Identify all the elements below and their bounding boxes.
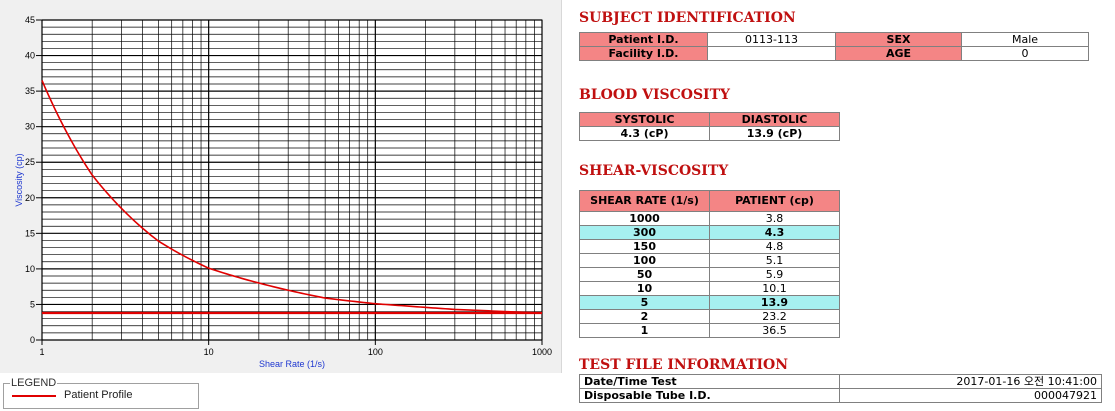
facility-id-value [707, 46, 836, 61]
legend-swatch-patient-profile [12, 395, 56, 397]
x-tick-label: 1000 [532, 347, 552, 357]
facility-id-label: Facility I.D. [579, 46, 708, 61]
patient-cp-cell: 23.2 [709, 309, 840, 324]
shear-viscosity-table: SHEAR RATE (1/s) PATIENT (cp) 1000 3.8 30… [579, 190, 840, 338]
patient-id-value: 0113-113 [707, 32, 836, 47]
x-tick-label: 10 [204, 347, 214, 357]
systolic-value: 4.3 (cP) [579, 126, 710, 141]
shear-rate-cell: 100 [579, 253, 710, 268]
shear-row: 100 5.1 [579, 253, 840, 268]
diastolic-label: DIASTOLIC [709, 112, 840, 127]
shear-row: 50 5.9 [579, 267, 840, 282]
patient-cp-cell: 13.9 [709, 295, 840, 310]
x-tick-label: 100 [368, 347, 383, 357]
patient-cp-column-header: PATIENT (cp) [709, 190, 840, 212]
age-label: AGE [835, 46, 962, 61]
y-tick-label: 15 [25, 228, 35, 238]
shear-row: 2 23.2 [579, 309, 840, 324]
sex-label: SEX [835, 32, 962, 47]
y-tick-label: 5 [30, 299, 35, 309]
shear-rate-column-header: SHEAR RATE (1/s) [579, 190, 710, 212]
subject-table: Patient I.D. 0113-113 SEX Male Facility … [579, 32, 1089, 61]
x-tick-label: 1 [39, 347, 44, 357]
shear-rate-cell: 5 [579, 295, 710, 310]
shear-rate-cell: 50 [579, 267, 710, 282]
chart-panel: 0 5 10 15 20 25 30 35 40 45 1 10 100 1000 Shear Rate (… [0, 0, 562, 373]
test-file-information-heading: TEST FILE INFORMATION [579, 357, 789, 373]
sex-value: Male [961, 32, 1089, 47]
shear-viscosity-heading: SHEAR-VISCOSITY [579, 163, 729, 179]
legend-title: LEGEND [10, 377, 58, 389]
legend-label-patient-profile: Patient Profile [64, 389, 133, 401]
shear-rate-cell: 10 [579, 281, 710, 296]
blood-viscosity-table: SYSTOLIC DIASTOLIC 4.3 (cP) 13.9 (cP) [579, 112, 840, 141]
y-tick-label: 45 [25, 15, 35, 25]
diastolic-value: 13.9 (cP) [709, 126, 840, 141]
blood-viscosity-heading: BLOOD VISCOSITY [579, 87, 731, 103]
patient-cp-cell: 3.8 [709, 211, 840, 226]
shear-rate-cell: 150 [579, 239, 710, 254]
patient-cp-cell: 36.5 [709, 323, 840, 338]
patient-cp-cell: 5.9 [709, 267, 840, 282]
tube-id-value: 000047921 [839, 388, 1102, 403]
shear-row: 5 13.9 [579, 295, 840, 310]
y-tick-label: 10 [25, 264, 35, 274]
y-tick-label: 35 [25, 86, 35, 96]
shear-row: 1 36.5 [579, 323, 840, 338]
y-tick-label: 40 [25, 51, 35, 61]
shear-row: 300 4.3 [579, 225, 840, 240]
datetime-label: Date/Time Test [579, 374, 840, 389]
legend: LEGEND Patient Profile [3, 377, 199, 409]
shear-rate-cell: 1 [579, 323, 710, 338]
viscosity-chart: 0 5 10 15 20 25 30 35 40 45 1 10 100 1000 Shear Rate (… [14, 15, 552, 369]
y-tick-label: 25 [25, 157, 35, 167]
plot-area [42, 20, 542, 340]
patient-cp-cell: 4.3 [709, 225, 840, 240]
datetime-value: 2017-01-16 오전 10:41:00 [839, 374, 1102, 389]
systolic-label: SYSTOLIC [579, 112, 710, 127]
shear-rate-cell: 1000 [579, 211, 710, 226]
plot-frame [41, 19, 543, 341]
shear-rate-cell: 300 [579, 225, 710, 240]
patient-cp-cell: 10.1 [709, 281, 840, 296]
patient-cp-cell: 4.8 [709, 239, 840, 254]
y-tick-label: 30 [25, 122, 35, 132]
y-tick-label: 0 [30, 335, 35, 345]
patient-id-label: Patient I.D. [579, 32, 708, 47]
patient-cp-cell: 5.1 [709, 253, 840, 268]
shear-rate-cell: 2 [579, 309, 710, 324]
x-axis-label: Shear Rate (1/s) [259, 359, 325, 369]
patient-profile-curve [41, 80, 543, 314]
tube-id-label: Disposable Tube I.D. [579, 388, 840, 403]
subject-identification-heading: SUBJECT IDENTIFICATION [579, 10, 796, 26]
age-value: 0 [961, 46, 1089, 61]
shear-row: 10 10.1 [579, 281, 840, 296]
shear-row: 150 4.8 [579, 239, 840, 254]
test-file-table: Date/Time Test 2017-01-16 오전 10:41:00 Di… [579, 374, 1102, 403]
shear-row: 1000 3.8 [579, 211, 840, 226]
y-axis-label: Viscosity (cp) [14, 153, 24, 206]
y-tick-label: 20 [25, 193, 35, 203]
